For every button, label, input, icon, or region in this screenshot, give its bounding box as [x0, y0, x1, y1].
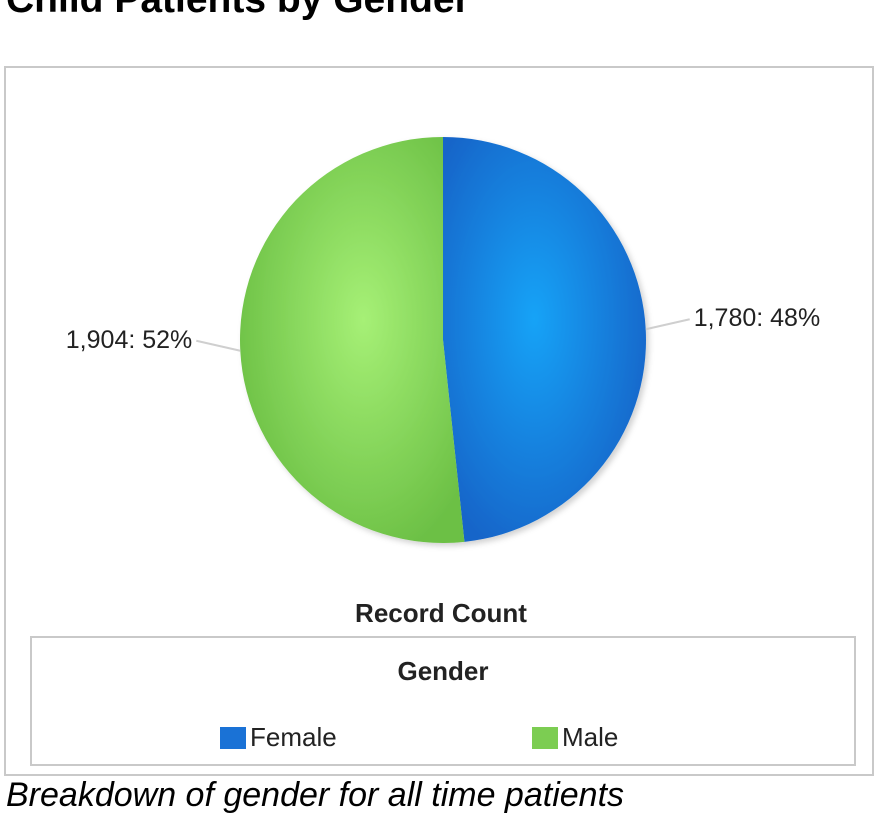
leader-line-female	[645, 318, 690, 331]
legend-label-male: Male	[562, 722, 619, 752]
legend-label-female: Female	[250, 722, 337, 752]
pie-slice-male[interactable]	[239, 137, 465, 543]
slice-label-male: 1,904: 52%	[65, 325, 193, 354]
legend-title: Gender	[397, 656, 489, 686]
legend-item-male[interactable]: Male	[532, 722, 618, 753]
chart-panel: 1,780: 48% 1,904: 52% Record Count Gende…	[4, 66, 874, 776]
slice-label-female: 1,780: 48%	[693, 304, 821, 333]
pie-chart	[196, 137, 690, 543]
legend-swatch-female	[220, 726, 246, 749]
chart-caption: Breakdown of gender for all time patient…	[6, 776, 625, 814]
legend-item-female[interactable]: Female	[220, 722, 337, 753]
pie-slice-female[interactable]	[443, 137, 646, 542]
page-title: Child Patients by Gender	[6, 0, 470, 19]
legend: Gender Female Male	[30, 636, 856, 766]
measure-label: Record Count	[355, 598, 527, 628]
legend-swatch-male	[532, 726, 558, 749]
leader-line-male	[196, 339, 241, 352]
